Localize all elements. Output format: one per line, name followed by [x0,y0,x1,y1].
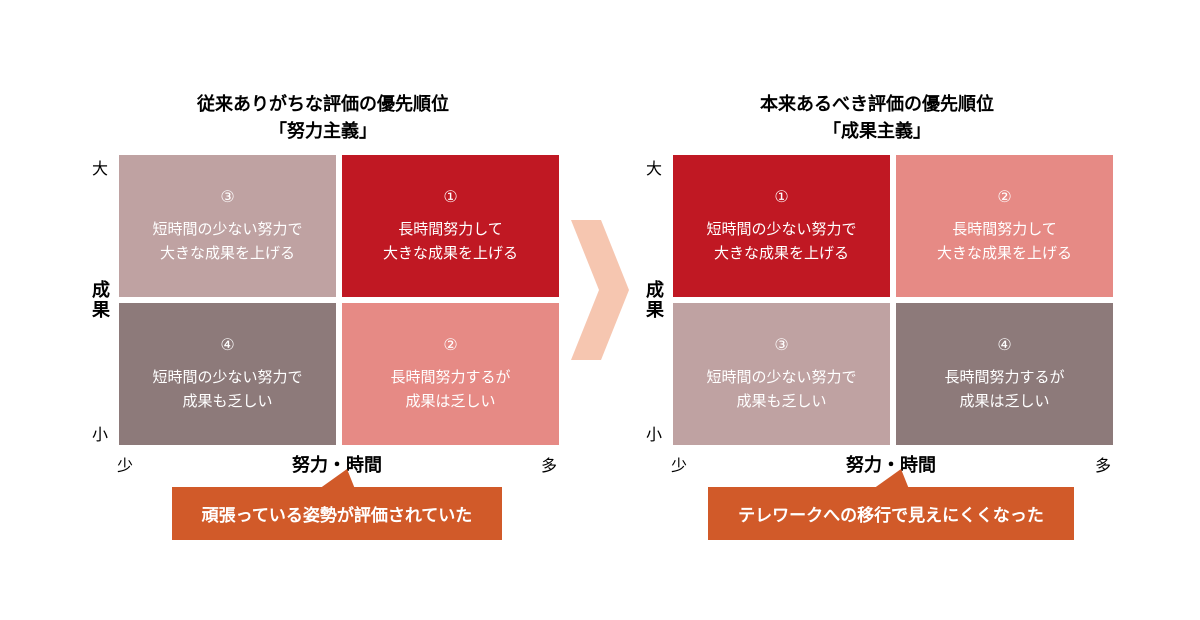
y-mid-label: 成果 [87,280,113,320]
right-cell-top-right: ② 長時間努力して 大きな成果を上げる [896,155,1113,297]
cell-text: 長時間努力して 大きな成果を上げる [383,218,518,266]
cell-rank: ① [443,185,457,211]
cell-text: 短時間の少ない努力で 大きな成果を上げる [706,218,856,266]
cell-rank: ④ [220,333,234,359]
cell-text: 長時間努力して 大きな成果を上げる [937,218,1072,266]
cell-text: 長時間努力するが 成果は乏しい [390,366,510,414]
cell-rank: ② [443,333,457,359]
left-title: 従来ありがちな評価の優先順位 「努力主義」 [197,91,449,145]
right-y-axis: 大 成果 小 [641,155,667,445]
right-caption-wrap: テレワークへの移行で見えにくくなった [671,487,1111,540]
left-matrix-body: 大 成果 小 ③ 短時間の少ない努力で 大きな成果を上げる ① 長時間努力して … [87,155,559,445]
y-top-label: 大 [646,155,662,179]
right-title-line2: 「成果主義」 [823,121,931,141]
left-title-line1: 従来ありがちな評価の優先順位 [197,94,449,114]
x-left-label: 少 [117,452,133,476]
diagram-container: 従来ありがちな評価の優先順位 「努力主義」 大 成果 小 ③ 短時間の少ない努力… [0,0,1200,620]
left-grid: ③ 短時間の少ない努力で 大きな成果を上げる ① 長時間努力して 大きな成果を上… [119,155,559,445]
caption-pointer-icon [873,469,909,489]
x-right-label: 多 [541,452,557,476]
left-cell-top-left: ③ 短時間の少ない努力で 大きな成果を上げる [119,155,336,297]
left-cell-bot-left: ④ 短時間の少ない努力で 成果も乏しい [119,303,336,445]
right-cell-bot-left: ③ 短時間の少ない努力で 成果も乏しい [673,303,890,445]
left-title-line2: 「努力主義」 [269,121,377,141]
x-right-label: 多 [1095,452,1111,476]
cell-rank: ④ [997,333,1011,359]
right-caption: テレワークへの移行で見えにくくなった [708,487,1074,540]
left-cell-top-right: ① 長時間努力して 大きな成果を上げる [342,155,559,297]
cell-text: 長時間努力するが 成果は乏しい [944,366,1064,414]
left-matrix: 従来ありがちな評価の優先順位 「努力主義」 大 成果 小 ③ 短時間の少ない努力… [87,91,559,540]
x-left-label: 少 [671,452,687,476]
left-caption: 頑張っている姿勢が評価されていた [172,487,503,540]
caption-pointer-icon [319,469,355,489]
cell-text: 短時間の少ない努力で 成果も乏しい [706,366,856,414]
cell-rank: ③ [220,185,234,211]
cell-rank: ③ [774,333,788,359]
right-title: 本来あるべき評価の優先順位 「成果主義」 [760,91,994,145]
right-grid: ① 短時間の少ない努力で 大きな成果を上げる ② 長時間努力して 大きな成果を上… [673,155,1113,445]
cell-rank: ② [997,185,1011,211]
cell-rank: ① [774,185,788,211]
right-matrix-body: 大 成果 小 ① 短時間の少ない努力で 大きな成果を上げる ② 長時間努力して … [641,155,1113,445]
y-top-label: 大 [92,155,108,179]
right-matrix: 本来あるべき評価の優先順位 「成果主義」 大 成果 小 ① 短時間の少ない努力で… [641,91,1113,540]
right-cell-top-left: ① 短時間の少ない努力で 大きな成果を上げる [673,155,890,297]
cell-text: 短時間の少ない努力で 成果も乏しい [152,366,302,414]
cell-text: 短時間の少ない努力で 大きな成果を上げる [152,218,302,266]
right-cell-bot-right: ④ 長時間努力するが 成果は乏しい [896,303,1113,445]
chevron-right-icon [571,220,629,360]
left-caption-wrap: 頑張っている姿勢が評価されていた [117,487,557,540]
right-title-line1: 本来あるべき評価の優先順位 [760,94,994,114]
y-mid-label: 成果 [641,280,667,320]
y-bottom-label: 小 [646,421,662,445]
transition-arrow [571,190,629,440]
left-cell-bot-right: ② 長時間努力するが 成果は乏しい [342,303,559,445]
left-y-axis: 大 成果 小 [87,155,113,445]
y-bottom-label: 小 [92,421,108,445]
